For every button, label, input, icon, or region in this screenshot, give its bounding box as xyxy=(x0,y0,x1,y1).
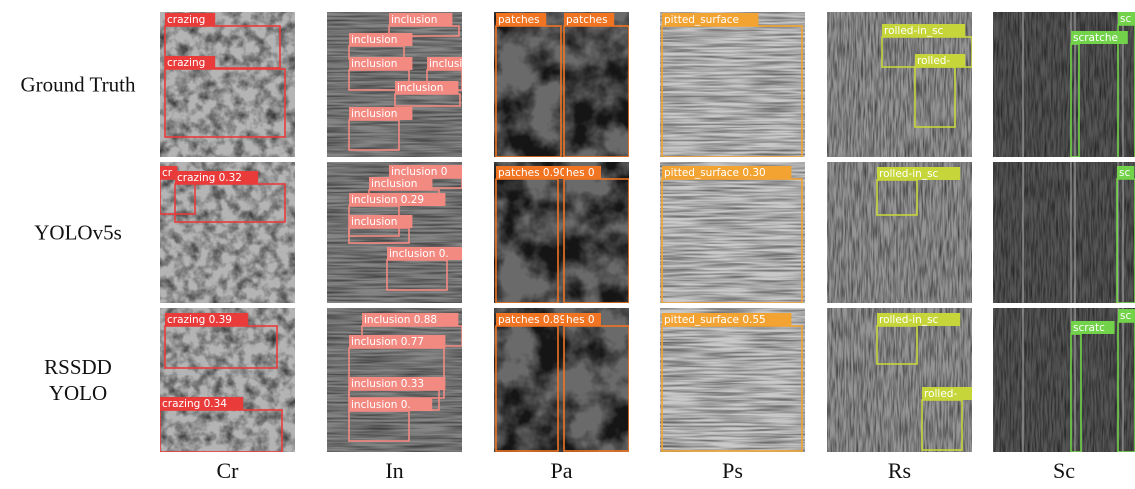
column-label: Pa xyxy=(551,458,573,483)
detection-label: inclusion 0. xyxy=(389,248,449,260)
detection-label: inclusion xyxy=(351,34,397,46)
detection-label: inclusion xyxy=(351,216,397,228)
detection-label: rolled- xyxy=(924,388,957,400)
column-label: Ps xyxy=(722,458,743,483)
detection-label: rolled-in_sc xyxy=(879,168,939,180)
tile-texture xyxy=(494,308,629,452)
detection-label: inclusion 0.29 xyxy=(351,194,424,206)
detection-label: hes 0 xyxy=(566,314,595,326)
detection-label: inclusion 0 xyxy=(391,166,447,178)
image-tile: pitted_surface xyxy=(660,12,805,157)
tile-texture xyxy=(494,162,629,303)
detection-label: inclusion xyxy=(351,58,397,70)
detection-label: scratche xyxy=(1073,32,1118,44)
image-tile: patches patches xyxy=(494,12,629,157)
tile-texture xyxy=(660,12,805,157)
image-tile: pitted_surface 0.55 xyxy=(660,308,805,452)
image-tile: crazing 0.39 crazing 0.34 xyxy=(160,308,295,452)
image-tile: rolled-in_sc xyxy=(827,162,972,303)
detection-label: rolled- xyxy=(917,55,950,67)
detection-label: inclusion xyxy=(429,58,475,70)
image-tile: crazing crazing xyxy=(160,12,295,157)
row-label: Ground Truth xyxy=(21,73,136,97)
column-label: Rs xyxy=(888,458,911,483)
detection-label: crazing xyxy=(167,57,205,69)
image-tile: rolled-in_sc rolled- xyxy=(827,308,972,452)
tile-texture xyxy=(660,162,805,303)
image-tile: scratc sc xyxy=(993,308,1135,452)
tile-texture xyxy=(827,162,972,303)
detection-label: pitted_surface xyxy=(664,14,739,26)
detection-label: patches xyxy=(566,14,608,26)
detection-label: hes 0 xyxy=(566,167,595,179)
tile-texture xyxy=(827,308,972,452)
tile-texture xyxy=(160,12,295,157)
row-label: YOLOv5s xyxy=(34,221,122,245)
image-tile: rolled-in_sc rolled- xyxy=(827,12,972,157)
image-tile: inclusion 0.88 inclusion 0.77 inclusion 0.… xyxy=(327,308,462,452)
detection-label: crazing xyxy=(167,14,205,26)
detection-label: inclusion xyxy=(391,14,437,26)
detection-label: sc xyxy=(1120,310,1131,322)
detection-label: sc xyxy=(1119,167,1130,179)
tile-texture xyxy=(993,162,1135,303)
detection-label: crazing 0.34 xyxy=(162,398,227,410)
detection-label: inclusion 0.33 xyxy=(351,378,424,390)
row-label: RSSDD xyxy=(44,355,112,379)
detection-label: pitted_surface 0.55 xyxy=(664,314,766,326)
tile-texture xyxy=(160,308,295,452)
detection-label: patches 0.89 xyxy=(498,314,566,326)
detection-label: inclusion xyxy=(371,178,417,190)
column-label: Cr xyxy=(217,458,240,483)
figure: Ground Truthcrazingcrazinginclusioninclu… xyxy=(0,0,1135,489)
detection-label: scratc xyxy=(1073,322,1105,334)
detection-label: pitted_surface 0.30 xyxy=(664,167,766,179)
detection-label: inclusion 0.88 xyxy=(364,314,437,326)
detection-label: crazing 0.32 xyxy=(177,172,242,184)
column-label: In xyxy=(385,458,403,483)
row-label: YOLO xyxy=(49,381,107,405)
detection-label: patches 0.90 xyxy=(498,167,566,179)
image-tile: pitted_surface 0.30 xyxy=(660,162,805,303)
detection-label: patches xyxy=(498,14,540,26)
detection-label: cr xyxy=(162,167,173,179)
detection-label: inclusion 0.77 xyxy=(351,336,424,348)
image-tile: cr crazing 0.32 xyxy=(160,162,295,303)
detection-label: inclusion xyxy=(397,82,443,94)
column-label: Sc xyxy=(1053,458,1075,483)
image-tile: inclusion 0inclusioninclusion 0.29inclus… xyxy=(327,162,470,303)
detection-label: rolled-in_sc xyxy=(884,25,944,37)
detection-label: sc xyxy=(1120,13,1131,25)
detection-label: crazing 0.39 xyxy=(167,314,232,326)
detection-label: inclusion 0. xyxy=(351,399,411,411)
image-tile: sc xyxy=(993,162,1135,303)
detection-label: inclusion xyxy=(351,108,397,120)
tile-texture xyxy=(660,308,805,452)
detection-label: rolled-in_sc xyxy=(879,314,939,326)
